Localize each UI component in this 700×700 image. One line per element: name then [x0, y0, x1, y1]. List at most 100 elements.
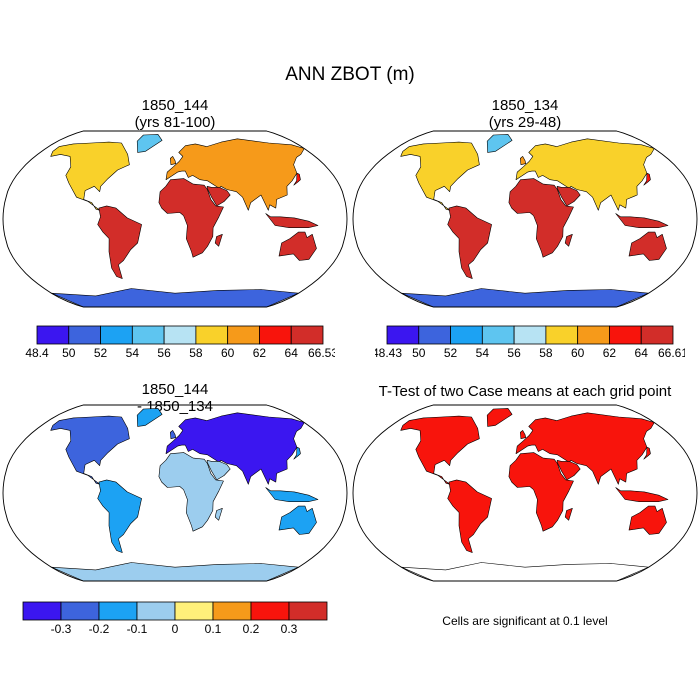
- colorbar-tick-label: 48.43: [375, 346, 402, 360]
- panel3-colorbar: -0.3 -0.2 -0.1 0 0.1 0.2 0.3: [22, 601, 328, 636]
- panel2-title-line2: (yrs 29-48): [488, 114, 562, 131]
- landmass-europeAsia: [515, 138, 655, 211]
- colorbar-box: [450, 325, 483, 345]
- land-layer: [50, 134, 319, 307]
- colorbar-box: [290, 325, 324, 345]
- map-outline: [2, 130, 348, 308]
- colorbar-box: [386, 325, 420, 345]
- landmass-northAmerica: [50, 141, 130, 211]
- landmass-southAmerica: [447, 479, 492, 553]
- landmass-antarctica: [51, 562, 299, 581]
- figure-title: ANN ZBOT (m): [285, 64, 415, 85]
- panel4-title: T-Test of two Case means at each grid po…: [378, 383, 672, 400]
- landmass-greenland: [486, 134, 513, 153]
- landmass-africa: [158, 452, 224, 532]
- colorbar-tick-label: 66.53: [308, 346, 335, 360]
- landmass-arabia: [556, 185, 581, 207]
- panel2-map: [352, 130, 698, 308]
- colorbar-box: [545, 325, 579, 345]
- significance-note: Cells are significant at 0.1 level: [442, 614, 608, 628]
- landmass-arabia: [206, 185, 231, 207]
- colorbar-tick-label: 50: [412, 346, 426, 360]
- colorbar-box: [212, 601, 252, 621]
- colorbar-tick-label: -0.1: [127, 622, 148, 636]
- landmass-uk: [170, 156, 177, 166]
- landmass-northAmerica: [400, 141, 480, 211]
- colorbar-tick-label: 58: [539, 346, 553, 360]
- land-layer: [400, 134, 669, 307]
- landmass-uk: [520, 430, 527, 440]
- landmass-arabia: [556, 459, 581, 481]
- colorbar-box: [100, 325, 133, 345]
- colorbar-tick-label: 52: [94, 346, 108, 360]
- landmass-madagascar: [564, 234, 573, 247]
- colorbar-box: [288, 601, 328, 621]
- landmass-madagascar: [214, 508, 223, 521]
- colorbar-tick-label: -0.3: [51, 622, 72, 636]
- colorbar-box: [36, 325, 70, 345]
- panel2-colorbar: 48.43 50 52 54 56 58 60 62 64 66.61: [375, 325, 685, 360]
- colorbar-box: [136, 601, 176, 621]
- landmass-indonesia: [265, 487, 319, 502]
- colorbar-tick-label: 62: [253, 346, 267, 360]
- landmass-southAmerica: [97, 479, 142, 553]
- colorbar-tick-label: 54: [476, 346, 490, 360]
- colorbar-tick-label: 58: [189, 346, 203, 360]
- colorbar-tick-label: 52: [444, 346, 458, 360]
- colorbar-box: [577, 325, 610, 345]
- landmass-australia: [278, 231, 317, 261]
- landmass-southAmerica: [447, 205, 492, 279]
- landmass-southAmerica: [97, 205, 142, 279]
- landmass-africa: [508, 452, 574, 532]
- landmass-africa: [508, 178, 574, 258]
- land-layer: [400, 408, 669, 581]
- landmass-indonesia: [615, 487, 669, 502]
- landmass-japan: [643, 446, 651, 460]
- landmass-australia: [628, 231, 667, 261]
- panel3-title-line1: 1850_144: [141, 381, 209, 398]
- landmass-greenland: [486, 408, 513, 427]
- landmass-antarctica: [401, 288, 649, 307]
- colorbar-tick-label: 56: [157, 346, 171, 360]
- landmass-northAmerica: [400, 415, 480, 485]
- colorbar-box: [259, 325, 292, 345]
- colorbar-box: [163, 325, 197, 345]
- landmass-madagascar: [214, 234, 223, 247]
- colorbar-box: [22, 601, 62, 621]
- panel2-title-line1: 1850_134: [491, 97, 559, 114]
- panel1-title-line2: (yrs 81-100): [134, 114, 216, 131]
- landmass-uk: [170, 430, 177, 440]
- colorbar-tick-label: 54: [126, 346, 140, 360]
- colorbar-box: [195, 325, 229, 345]
- landmass-australia: [278, 505, 317, 535]
- landmass-greenland: [136, 134, 163, 153]
- landmass-antarctica: [51, 288, 299, 307]
- colorbar-tick-label: -0.2: [89, 622, 110, 636]
- landmass-northAmerica: [50, 415, 130, 485]
- landmass-indonesia: [265, 213, 319, 228]
- panel4-map: [352, 404, 698, 582]
- colorbar-tick-label: 50: [62, 346, 76, 360]
- colorbar-box: [60, 601, 100, 621]
- landmass-arabia: [206, 459, 231, 481]
- colorbar-box: [227, 325, 260, 345]
- panel1-map: [2, 130, 348, 308]
- colorbar-tick-label: 66.61: [658, 346, 685, 360]
- colorbar-tick-label: 56: [507, 346, 521, 360]
- colorbar-tick-label: 60: [221, 346, 235, 360]
- colorbar-tick-label: 0.2: [243, 622, 260, 636]
- colorbar-box: [250, 601, 290, 621]
- colorbar-box: [513, 325, 547, 345]
- landmass-antarctica: [401, 562, 649, 581]
- map-outline: [352, 404, 698, 582]
- colorbar-tick-label: 0.3: [281, 622, 298, 636]
- land-layer: [50, 408, 319, 581]
- landmass-japan: [293, 446, 301, 460]
- panel1-colorbar: 48.4 50 52 54 56 58 60 62 64 66.53: [25, 325, 335, 360]
- landmass-europeAsia: [165, 138, 305, 211]
- colorbar-tick-label: 64: [285, 346, 299, 360]
- panel1-title-line1: 1850_144: [141, 97, 209, 114]
- colorbar-tick-label: 0: [172, 622, 179, 636]
- landmass-uk: [520, 156, 527, 166]
- landmass-australia: [628, 505, 667, 535]
